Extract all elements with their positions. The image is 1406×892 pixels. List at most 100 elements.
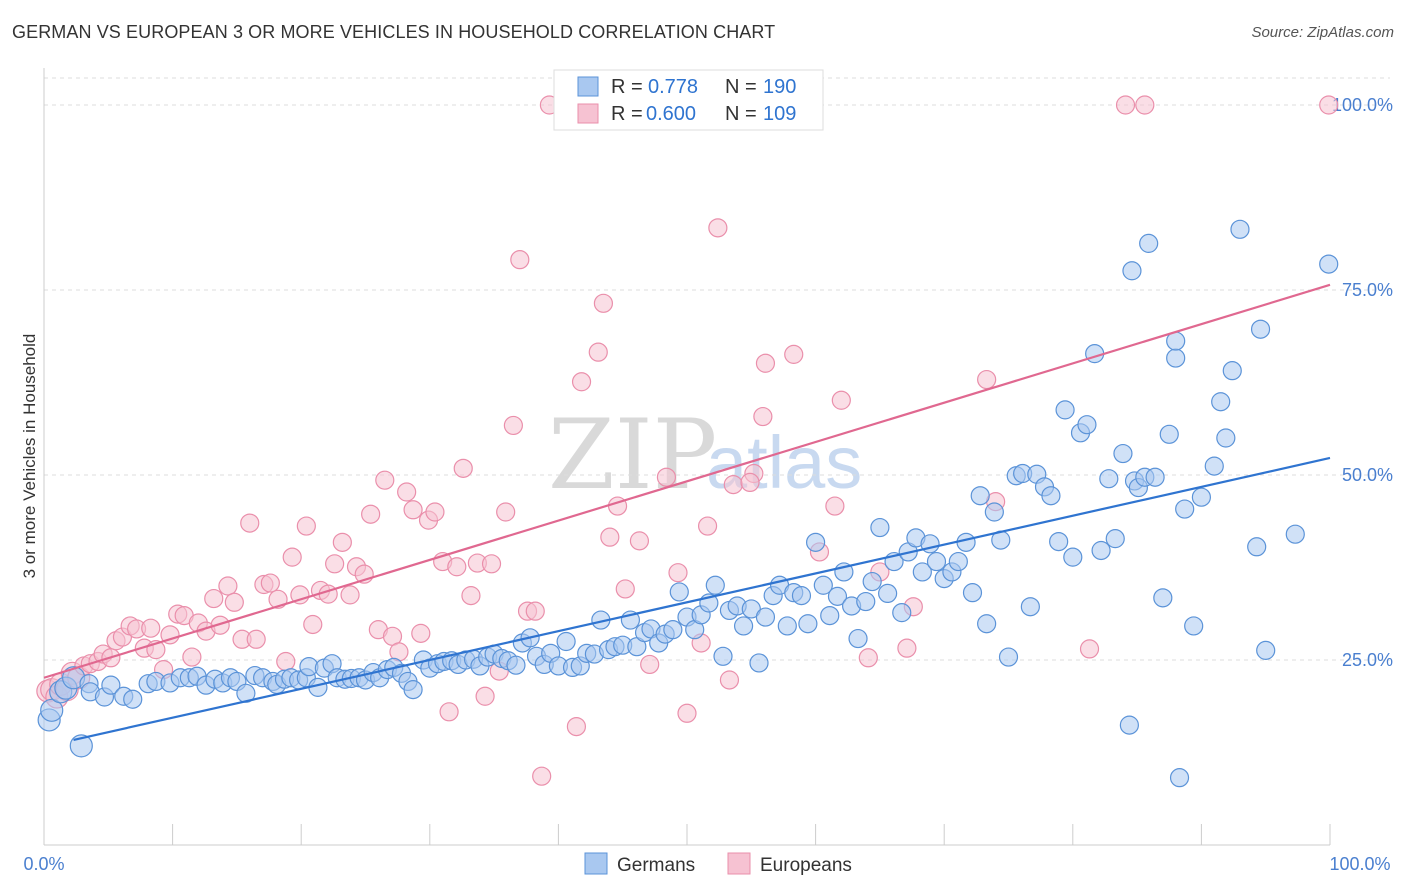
europeans-point [246,629,266,649]
germans-point [912,562,932,582]
bottom-legend-germans-swatch [584,852,608,875]
germans-swatch [577,76,599,97]
europeans-r-label: R = [611,103,643,125]
watermark-zip: ZIP [548,399,717,511]
europeans-point [723,475,743,495]
germans-point [1145,467,1165,487]
europeans-point [640,654,660,675]
germans-point [705,575,725,595]
germans-point [862,571,882,592]
europeans-point [977,369,997,390]
x-tick-label-min: 0.0% [23,854,64,874]
europeans-point [532,766,552,786]
europeans-point [475,686,495,706]
germans-point [962,583,983,603]
germans-point [1211,392,1231,412]
europeans-point [656,467,677,487]
germans-point [984,502,1004,522]
germans-point [977,614,997,634]
europeans-point [224,592,244,612]
germans-point [1113,443,1133,464]
europeans-point [340,585,360,605]
germans-point [820,605,840,626]
germans-point [1285,524,1305,544]
europeans-point [719,670,740,690]
source-label: Source: ZipAtlas.com [1251,24,1394,41]
germans-point [1159,424,1179,444]
germans-points [37,219,1339,788]
germans-point [1191,487,1212,507]
europeans-point [397,482,417,502]
europeans-point [276,651,296,672]
europeans-n-label: N = [725,103,757,125]
germans-point [733,616,754,636]
germans-point [878,583,898,604]
europeans-point [897,638,917,658]
germans-point [791,586,812,606]
x-tick-label-max: 100.0% [1329,854,1390,874]
germans-point [1153,588,1173,608]
germans-point [1077,415,1097,435]
germans-point [1247,537,1267,557]
stats-legend-box [553,69,824,131]
europeans-point [496,502,516,522]
europeans-point [510,250,530,270]
germans-point [1184,616,1204,636]
europeans-point [1135,95,1155,115]
europeans-point [204,588,224,609]
y-tick-labels: 25.0% 50.0% 75.0% 100.0% [1332,95,1393,670]
bottom-legend-germans-label: Germans [617,855,695,876]
europeans-point [784,344,804,364]
germans-point [403,679,423,700]
germans-point [1204,456,1224,476]
germans-point [956,532,976,552]
germans-point [805,532,826,552]
europeans-point [361,504,381,524]
europeans-r-value: 0.600 [646,103,696,125]
germans-point [870,517,890,538]
europeans-point [425,502,445,522]
europeans-point [303,614,323,635]
germans-point [663,620,683,640]
germans-point [1122,261,1142,281]
germans-point [1250,319,1271,339]
europeans-point [615,579,635,599]
europeans-point [290,585,310,605]
europeans-point [332,532,352,552]
europeans-point [210,615,230,635]
europeans-point [375,470,395,490]
bottom-legend-europeans-label: Europeans [760,855,852,876]
europeans-point [481,554,502,574]
germans-r-value: 0.778 [648,76,698,98]
germans-point [101,675,121,695]
europeans-point [600,527,620,547]
germans-point [749,653,769,673]
germans-point [1119,715,1139,735]
europeans-point [461,586,481,606]
germans-point [970,486,990,506]
germans-point [998,647,1019,667]
trend-lines [43,283,1331,741]
europeans-point [318,584,338,604]
y-tick-label-50: 50.0% [1342,465,1393,485]
germans-point [1091,540,1111,561]
europeans-point [439,702,459,722]
germans-point [1169,768,1190,788]
chart-title: GERMAN VS EUROPEAN 3 OR MORE VEHICLES IN… [12,22,776,42]
europeans-point [218,576,238,596]
europeans-point [593,293,614,313]
germans-point [755,607,776,627]
europeans-point [629,531,650,551]
germans-point [892,603,912,623]
germans-point [123,689,143,709]
germans-point [1216,428,1236,448]
germans-point [1222,361,1242,381]
germans-point [741,599,761,619]
germans-n-value: 190 [763,76,796,98]
europeans-point [240,513,260,533]
germans-n-label: N = [725,76,757,98]
germans-point [1020,597,1040,617]
watermark: ZIP atlas [548,399,862,511]
stats-legend: R = 0.778 N = 190 R = 0.600 N = 109 [553,69,824,131]
